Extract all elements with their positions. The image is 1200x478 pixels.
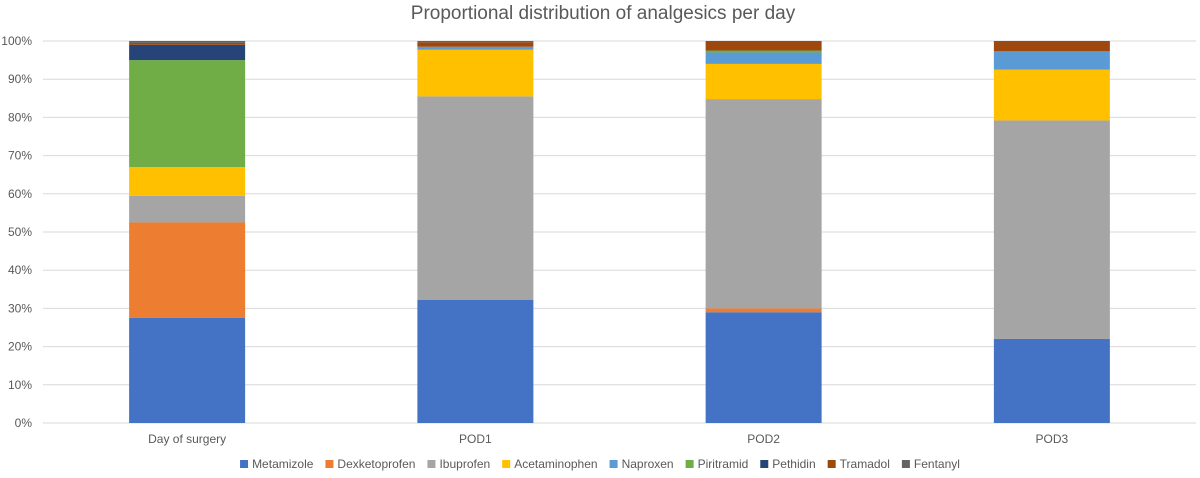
bar-segment	[129, 317, 246, 423]
bar-stack	[705, 41, 822, 423]
legend-item: Acetaminophen	[502, 457, 598, 471]
legend-swatch	[760, 460, 769, 468]
y-tick-label: 30%	[8, 301, 32, 315]
legend-swatch	[502, 460, 511, 468]
legend-label: Fentanyl	[914, 457, 960, 471]
y-tick-label: 50%	[8, 225, 32, 239]
bar-stack	[417, 41, 534, 423]
bar-segment	[417, 41, 534, 43]
x-tick-label: POD1	[459, 432, 492, 446]
y-tick-label: 40%	[8, 263, 32, 277]
y-tick-label: 10%	[8, 378, 32, 392]
legend-label: Tramadol	[840, 457, 890, 471]
bar-segment	[129, 195, 246, 223]
bar-segment	[129, 44, 246, 61]
x-tick-label: Day of surgery	[148, 432, 226, 446]
y-tick-label: 20%	[8, 340, 32, 354]
legend-swatch	[609, 460, 618, 468]
bar-segment	[129, 41, 246, 43]
legend-swatch	[827, 460, 836, 468]
legend-item: Piritramid	[685, 457, 749, 471]
legend-label: Acetaminophen	[514, 457, 597, 471]
bar-segment	[705, 52, 822, 64]
bar-segment	[129, 60, 246, 168]
bar-segment	[417, 42, 534, 47]
bar-segment	[417, 299, 534, 423]
bar-stack	[129, 41, 246, 423]
legend-item: Fentanyl	[901, 457, 960, 471]
bar-segment	[705, 312, 822, 423]
legend-swatch	[240, 460, 249, 468]
legend-swatch	[427, 460, 436, 468]
legend-item: Ibuprofen	[427, 457, 490, 471]
y-tick-label: 60%	[8, 187, 32, 201]
legend-item: Pethidin	[760, 457, 816, 471]
y-tick-label: 0%	[15, 416, 33, 430]
x-axis-labels: Day of surgery POD1 POD2 POD3	[148, 432, 1068, 446]
bar-segment	[705, 41, 822, 51]
chart-title: Proportional distribution of analgesics …	[411, 3, 796, 24]
legend-item: Tramadol	[827, 457, 890, 471]
bar-stack	[993, 41, 1110, 423]
bar-segment	[705, 99, 822, 309]
bar-segment	[993, 338, 1110, 423]
x-tick-label: POD3	[1036, 432, 1069, 446]
legend-item: Naproxen	[609, 457, 674, 471]
bar-segment	[705, 50, 822, 53]
y-tick-label: 100%	[1, 34, 32, 48]
legend-item: Metamizole	[240, 457, 314, 471]
y-tick-label: 70%	[8, 149, 32, 163]
bars	[129, 41, 1110, 423]
bar-segment	[417, 46, 534, 50]
legend-swatch	[901, 460, 910, 468]
legend-label: Ibuprofen	[439, 457, 490, 471]
x-tick-label: POD2	[747, 432, 780, 446]
legend-swatch	[685, 460, 694, 468]
legend-label: Piritramid	[698, 457, 749, 471]
bar-segment	[129, 42, 246, 45]
bar-segment	[993, 69, 1110, 121]
legend-item: Dexketoprofen	[325, 457, 415, 471]
bar-segment	[129, 167, 246, 196]
bar-segment	[705, 308, 822, 313]
y-axis-ticks: 0% 10% 20% 30% 40% 50% 60% 70% 80% 90% 100%	[1, 34, 32, 430]
legend-label: Naproxen	[622, 457, 674, 471]
bar-segment	[993, 41, 1110, 52]
legend-swatch	[325, 460, 334, 468]
bar-segment	[417, 96, 534, 300]
legend-label: Metamizole	[252, 457, 314, 471]
bar-segment	[417, 49, 534, 97]
y-tick-label: 90%	[8, 72, 32, 86]
bar-segment	[705, 63, 822, 100]
bar-segment	[993, 120, 1110, 339]
legend-label: Dexketoprofen	[337, 457, 415, 471]
legend: Metamizole Dexketoprofen Ibuprofen Acetamin…	[240, 457, 960, 471]
bar-segment	[129, 222, 246, 318]
y-tick-label: 80%	[8, 110, 32, 124]
bar-segment	[993, 51, 1110, 70]
legend-label: Pethidin	[772, 457, 815, 471]
